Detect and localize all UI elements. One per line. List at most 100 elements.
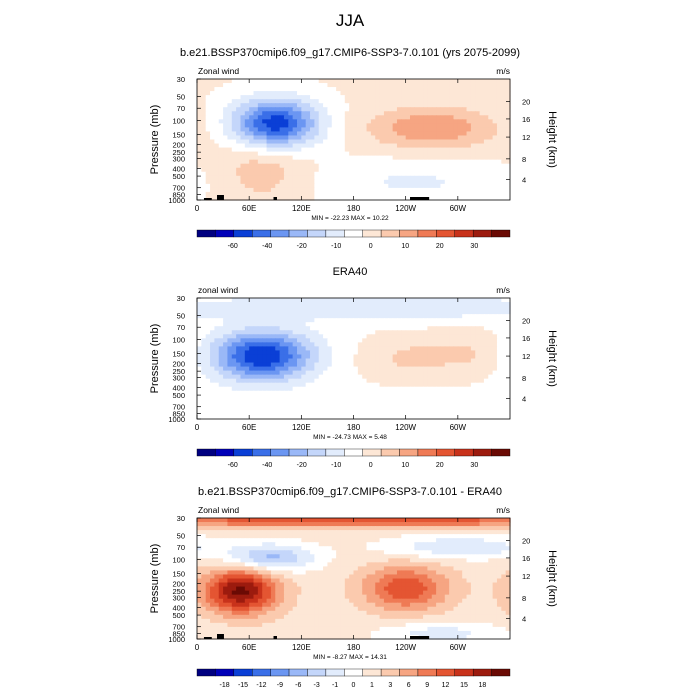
field-cell [331, 127, 337, 133]
field-cell [331, 362, 337, 368]
field-cell [440, 187, 446, 193]
field-cell [383, 310, 389, 315]
field-cell [379, 99, 385, 104]
field-cell [418, 530, 424, 535]
field-cell [379, 195, 385, 201]
field-cell [483, 79, 489, 84]
field-cell [318, 402, 324, 408]
field-cell [496, 394, 502, 400]
field-cell [379, 318, 385, 323]
field-cell [423, 530, 429, 535]
field-cell [396, 414, 402, 420]
field-cell [270, 534, 276, 539]
field-cell [357, 538, 363, 543]
field-cell [492, 366, 498, 372]
field-cell [427, 330, 433, 335]
field-cell [340, 326, 346, 331]
field-cell [440, 139, 446, 145]
field-cell [466, 167, 472, 173]
field-cell [249, 127, 255, 133]
field-cell [288, 390, 294, 396]
field-cell [444, 526, 450, 531]
field-cell [453, 119, 459, 124]
field-cell [401, 398, 407, 404]
field-cell [505, 406, 511, 412]
field-cell [440, 350, 446, 356]
field-cell [410, 342, 415, 347]
field-cell [236, 91, 242, 96]
field-cell [227, 542, 233, 547]
field-cell [379, 107, 385, 112]
field-cell [283, 402, 289, 408]
field-cell [349, 402, 355, 408]
field-cell [227, 103, 233, 108]
field-cell [483, 414, 489, 420]
field-cell [344, 370, 350, 376]
field-cell [375, 147, 381, 153]
field-cell [275, 342, 281, 347]
field-cell [396, 83, 402, 88]
field-cell [410, 526, 415, 531]
field-cell [488, 370, 494, 376]
field-cell [336, 151, 342, 157]
field-cell [410, 366, 415, 372]
field-cell [231, 107, 237, 112]
field-cell [223, 155, 229, 161]
field-cell [488, 354, 494, 360]
field-cell [466, 394, 472, 400]
field-cell [379, 95, 385, 100]
field-cell [492, 147, 498, 153]
field-cell [310, 131, 315, 137]
y-tick-label: 700 [172, 184, 185, 193]
field-cell [453, 83, 459, 88]
field-cell [388, 358, 394, 364]
field-cell [240, 350, 246, 356]
field-cell [262, 147, 268, 153]
field-cell [236, 95, 242, 100]
field-cell [353, 143, 359, 149]
field-cell [414, 167, 420, 173]
field-cell [214, 398, 220, 404]
field-cell [292, 534, 298, 539]
field-cell [279, 522, 285, 527]
field-cell [283, 310, 289, 315]
field-cell [370, 378, 376, 384]
field-cell [201, 79, 207, 84]
field-cell [366, 310, 372, 315]
field-cell [244, 151, 250, 157]
field-cell [410, 103, 415, 108]
field-cell [327, 410, 333, 416]
field-cell [436, 298, 442, 303]
field-cell [205, 187, 211, 193]
field-cell [414, 175, 420, 181]
field-cell [331, 159, 337, 165]
field-cell [288, 107, 294, 112]
field-cell [236, 398, 242, 404]
field-cell [279, 518, 285, 523]
field-cell [197, 298, 202, 303]
field-cell [340, 91, 346, 96]
field-cell [327, 542, 333, 547]
field-cell [301, 119, 307, 124]
field-cell [331, 534, 337, 539]
field-cell [323, 530, 329, 535]
field-cell [470, 167, 476, 173]
field-cell [292, 338, 298, 343]
field-cell [492, 123, 498, 128]
field-cell [288, 314, 294, 319]
field-cell [318, 406, 324, 412]
field-cell [205, 398, 211, 404]
field-cell [405, 390, 411, 396]
field-cell [440, 302, 446, 307]
field-cell [379, 330, 385, 335]
field-cell [453, 87, 459, 92]
field-cell [331, 342, 337, 347]
field-cell [483, 163, 489, 169]
field-cell [231, 143, 237, 149]
field-cell [296, 362, 302, 368]
field-cell [275, 322, 281, 327]
field-cell [370, 362, 376, 368]
height-tick-label: 16 [522, 334, 530, 343]
field-cell [436, 350, 442, 356]
colorbar-label: 20 [436, 462, 444, 469]
